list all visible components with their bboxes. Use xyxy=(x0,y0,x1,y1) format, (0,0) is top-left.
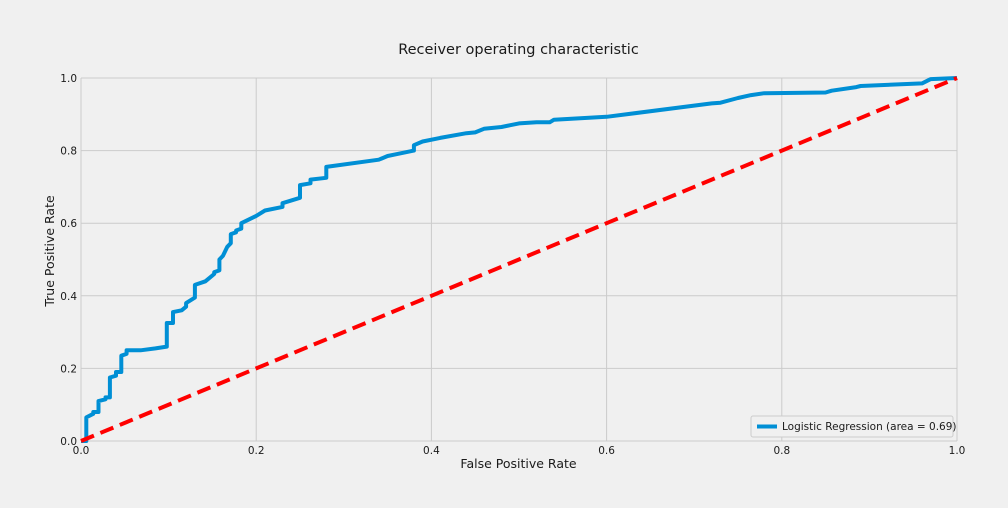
y-tick-label: 0.4 xyxy=(60,291,77,303)
x-tick-label: 0.0 xyxy=(73,445,90,457)
x-tick-label: 0.6 xyxy=(598,445,615,457)
legend: Logistic Regression (area = 0.69) xyxy=(750,415,957,438)
legend-label-roc: Logistic Regression (area = 0.69) xyxy=(782,421,957,433)
y-tick-label: 0.0 xyxy=(60,436,77,448)
y-tick-labels: 0.0 0.2 0.4 0.6 0.8 1.0 xyxy=(60,73,77,448)
chart-title: Receiver operating characteristic xyxy=(398,42,639,58)
x-tick-label: 1.0 xyxy=(949,445,966,457)
legend-box xyxy=(750,415,954,438)
x-tick-label: 0.8 xyxy=(773,445,790,457)
x-tick-label: 0.2 xyxy=(248,445,265,457)
x-axis-label: False Positive Rate xyxy=(460,456,576,471)
y-axis-label: True Positive Rate xyxy=(42,195,57,308)
y-tick-label: 0.6 xyxy=(60,218,77,230)
y-tick-label: 1.0 xyxy=(60,73,77,85)
x-tick-label: 0.4 xyxy=(423,445,440,457)
roc-curve-line xyxy=(81,76,958,443)
y-tick-label: 0.8 xyxy=(60,146,77,158)
series xyxy=(80,76,958,443)
x-tick-labels: 0.0 0.2 0.4 0.6 0.8 1.0 xyxy=(73,445,966,457)
y-tick-label: 0.2 xyxy=(60,363,77,375)
chance-diagonal-line xyxy=(80,76,958,443)
